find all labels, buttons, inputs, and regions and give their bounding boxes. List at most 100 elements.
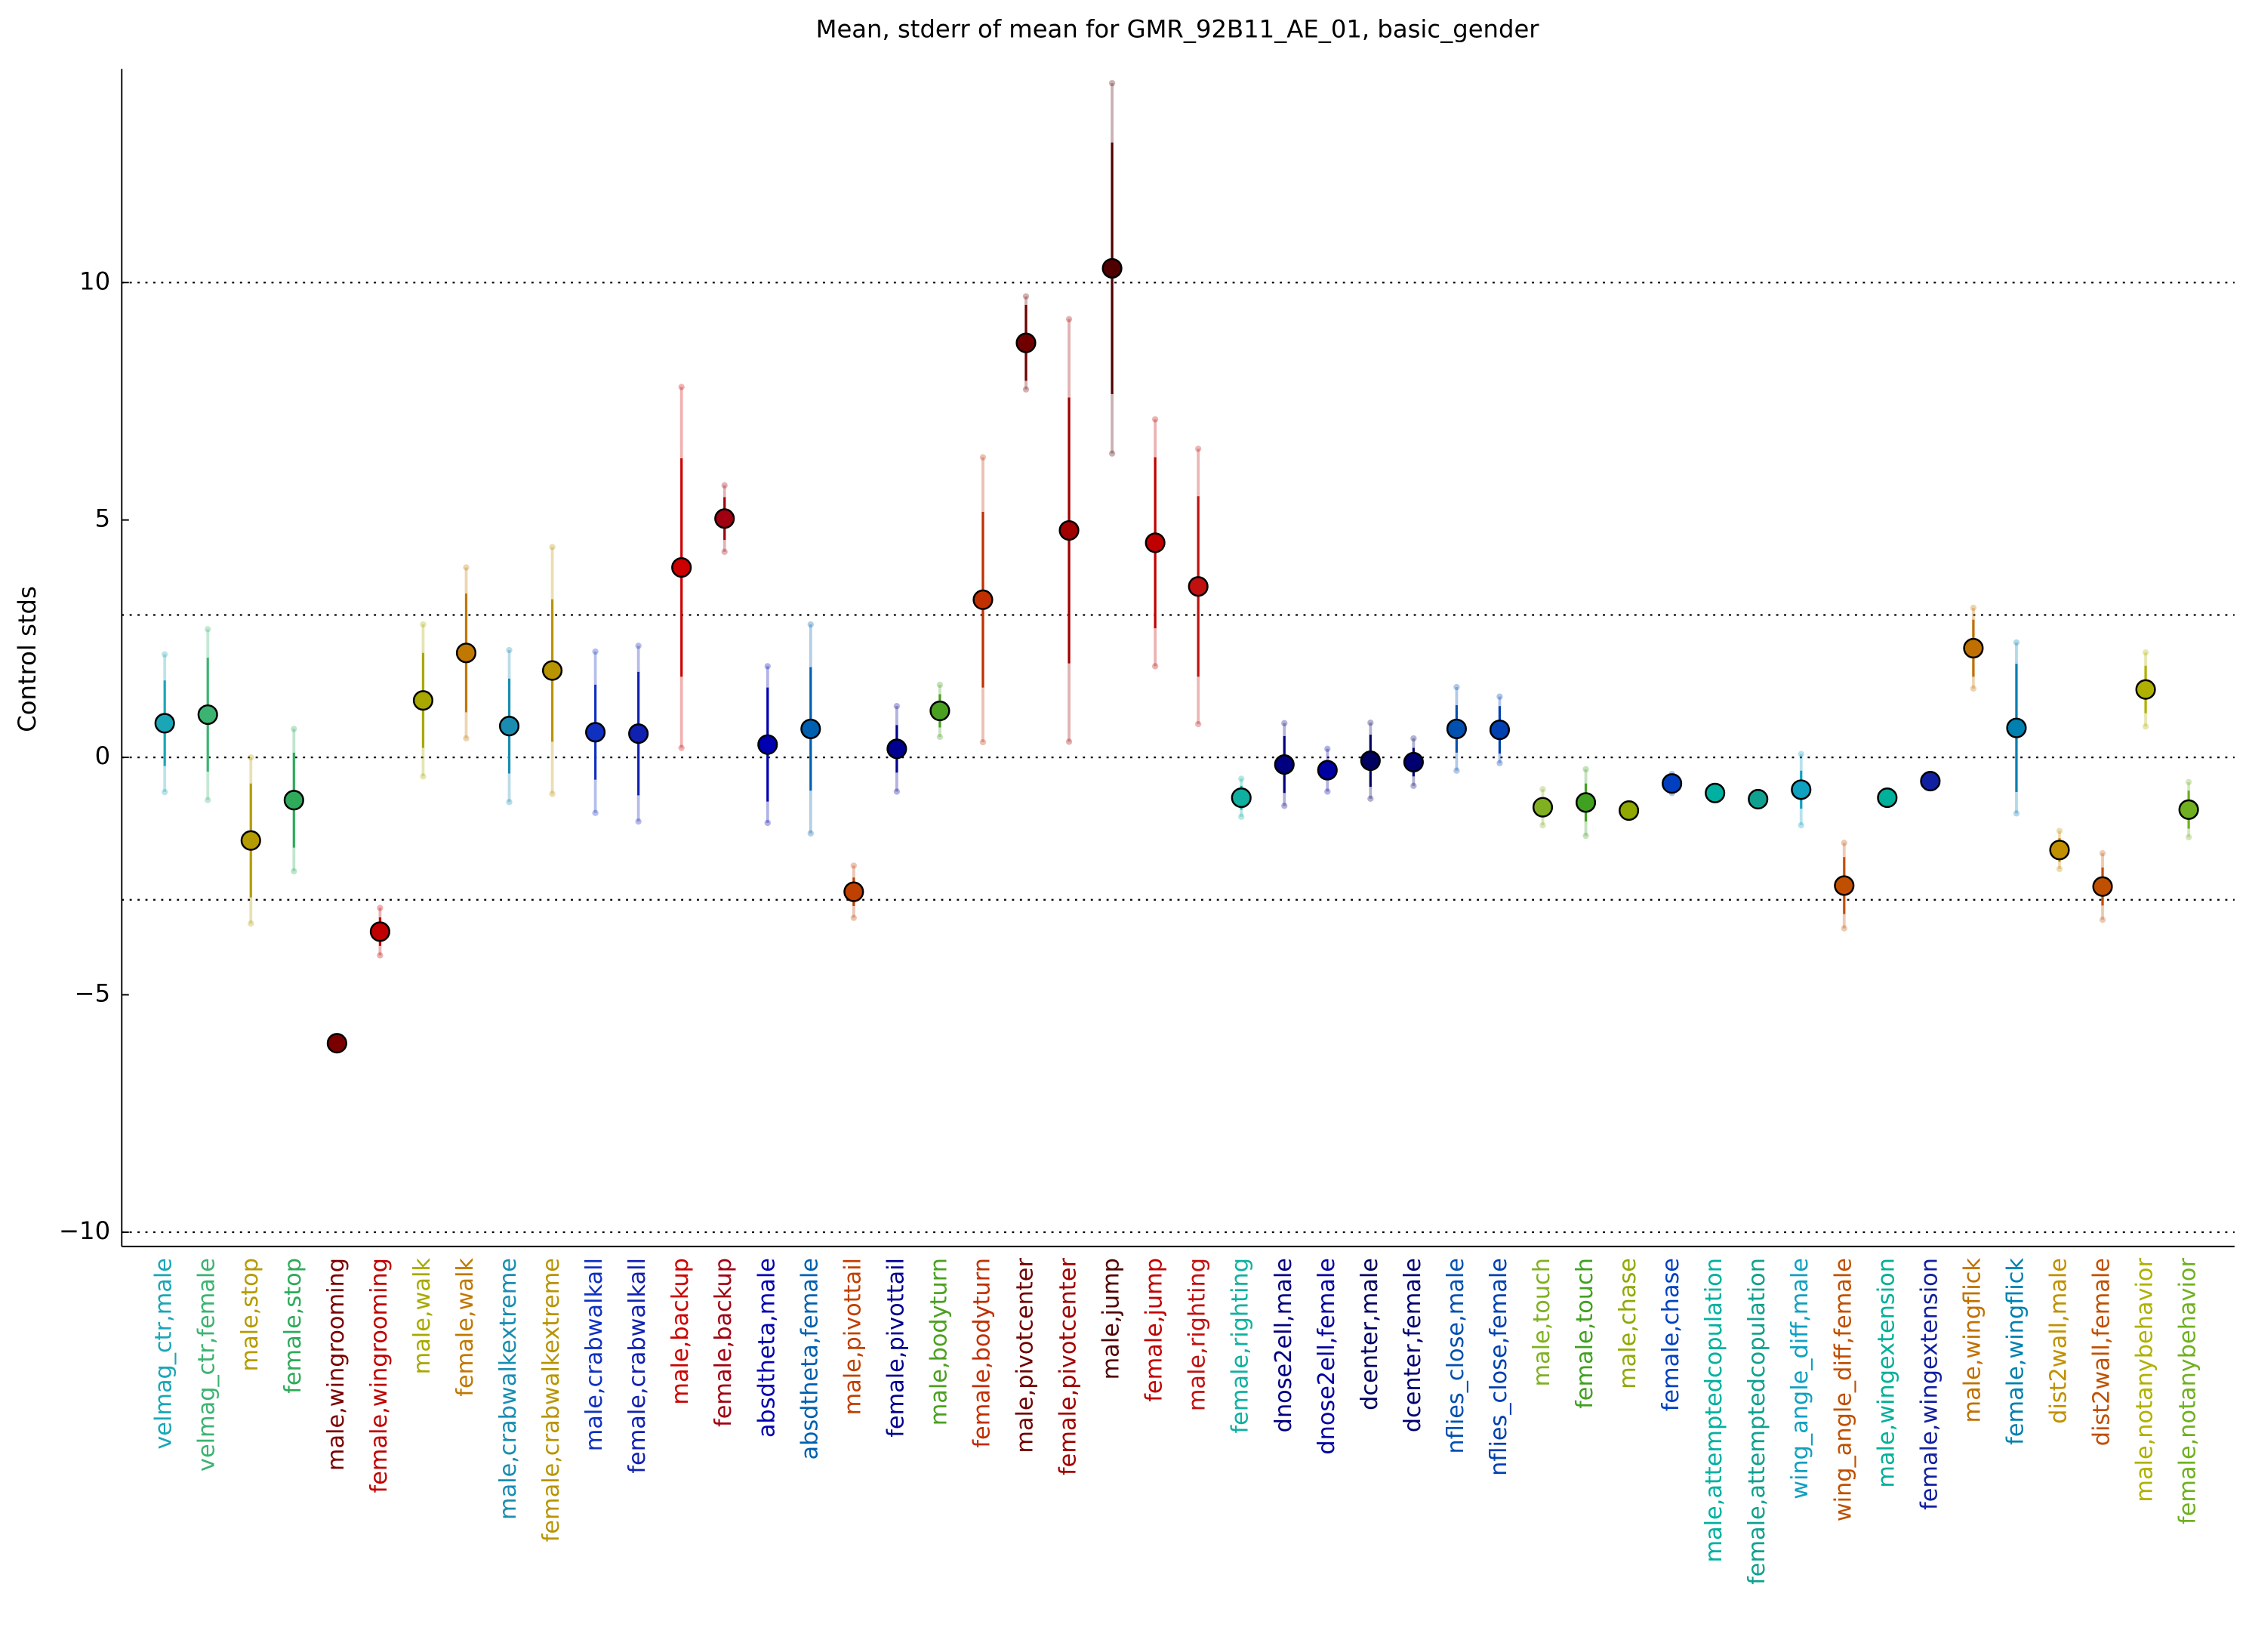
y-tick-label: −5	[75, 979, 111, 1008]
mean-marker	[1575, 792, 1597, 813]
spread-end	[162, 651, 168, 658]
spread-end	[1496, 760, 1503, 766]
mean-marker	[714, 508, 735, 529]
mean-marker	[1532, 797, 1554, 818]
x-tick-label: male,wingrooming	[323, 1258, 350, 1471]
mean-marker	[2049, 840, 2070, 861]
mean-marker	[1231, 787, 1252, 809]
x-tick-label: male,crabwalkall	[581, 1258, 608, 1451]
spread-end	[1410, 782, 1417, 790]
mean-marker	[1705, 782, 1726, 803]
spread-end	[678, 744, 685, 751]
mean-marker	[843, 881, 864, 902]
spread-end	[1367, 795, 1374, 803]
spread-end	[2099, 849, 2106, 857]
spread-end	[893, 703, 901, 710]
spread-end	[1281, 720, 1288, 727]
x-tick-label: female,righting	[1228, 1258, 1254, 1433]
mean-marker	[628, 723, 649, 744]
spread-end	[377, 905, 384, 911]
spread-end	[291, 868, 297, 875]
spread-end	[979, 738, 987, 746]
mean-marker	[1101, 257, 1123, 279]
spread-end	[2142, 723, 2149, 730]
mean-marker	[800, 718, 821, 739]
spread-end	[1970, 685, 1977, 692]
mean-marker	[197, 704, 218, 726]
x-tick-label: male,wingextension	[1873, 1258, 1899, 1488]
mean-marker	[1145, 532, 1166, 553]
spread-end	[1065, 738, 1073, 745]
x-tick-label: absdtheta,female	[796, 1258, 823, 1459]
y-tick-label: 0	[95, 741, 111, 770]
x-tick-label: female,walk	[452, 1258, 479, 1397]
spread-end	[1496, 693, 1503, 700]
spread-end	[807, 830, 814, 837]
spread-end	[291, 726, 297, 732]
x-tick-label: female,chase	[1658, 1258, 1684, 1411]
x-tick-label: wing_angle_diff,female	[1830, 1258, 1856, 1521]
mean-marker	[1015, 332, 1037, 353]
x-tick-label: nflies_close,female	[1486, 1258, 1512, 1476]
spread-end	[248, 920, 254, 927]
spread-end	[1022, 386, 1030, 393]
spread-end	[1539, 786, 1546, 793]
mean-marker	[671, 557, 692, 578]
spread-end	[1151, 416, 1159, 423]
y-axis-label: Control stds	[13, 586, 42, 732]
x-tick-label: dcenter,male	[1357, 1258, 1383, 1410]
x-tick-label: female,stop	[280, 1258, 307, 1394]
spread-end	[549, 544, 556, 550]
spread-end	[979, 454, 987, 461]
spread-end	[1970, 604, 1977, 612]
mean-marker	[1662, 773, 1683, 794]
x-tick-label: absdtheta,male	[753, 1258, 780, 1438]
spread-end	[1065, 316, 1073, 322]
x-tick-label: female,backup	[710, 1258, 737, 1427]
mean-marker	[1963, 637, 1984, 659]
x-tick-label: male,walk	[409, 1258, 436, 1375]
x-tick-label: female,crabwalkall	[624, 1258, 651, 1474]
spread-end	[592, 648, 599, 655]
x-tick-label: male,notanybehavior	[2132, 1258, 2158, 1503]
spread-end	[1324, 788, 1331, 795]
x-tick-label: female,attemptedcopulation	[1744, 1258, 1770, 1585]
spread-end	[2056, 865, 2063, 873]
spread-end	[2013, 639, 2020, 646]
mean-marker	[1058, 519, 1080, 541]
mean-marker	[972, 589, 994, 610]
spread-end	[248, 754, 254, 761]
spread-end	[1367, 720, 1374, 726]
spread-end	[1022, 293, 1030, 300]
x-tick-label: female,touch	[1572, 1258, 1598, 1409]
x-tick-label: male,stop	[237, 1258, 263, 1371]
x-tick-label: dnose2ell,female	[1314, 1258, 1340, 1455]
spread-end	[2185, 778, 2192, 786]
mean-marker	[455, 643, 477, 664]
mean-marker	[326, 1033, 347, 1054]
y-tick-label: 10	[79, 267, 110, 295]
spread-end	[1108, 450, 1116, 457]
spread-end	[162, 788, 168, 796]
mean-marker	[757, 734, 778, 755]
spread-end	[850, 914, 858, 921]
spread-end	[721, 482, 728, 489]
spread-end	[506, 646, 513, 654]
x-tick-label: dist2wall,female	[2089, 1258, 2115, 1446]
mean-marker	[886, 738, 907, 760]
spread-end	[205, 797, 211, 803]
x-tick-label: dcenter,female	[1400, 1258, 1426, 1432]
spread-end	[1324, 745, 1331, 752]
x-tick-label: velmag_ctr,female	[194, 1258, 220, 1472]
x-tick-label: female,wingflick	[2002, 1258, 2029, 1445]
spread-end	[2013, 810, 2020, 817]
mean-marker	[1274, 754, 1295, 775]
spread-end	[936, 681, 944, 689]
spread-end	[549, 791, 556, 797]
spread-end	[506, 799, 513, 806]
spread-end	[850, 862, 858, 869]
spread-end	[1281, 803, 1288, 809]
spread-end	[2056, 828, 2063, 834]
y-tick-label: 5	[95, 504, 111, 533]
